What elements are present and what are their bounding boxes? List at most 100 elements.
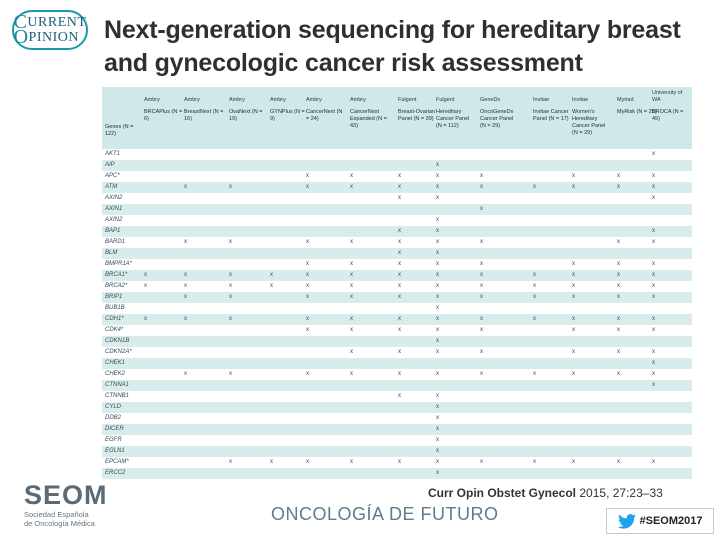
table-row: CDKN2A* x x x x x x x <box>102 347 692 358</box>
inclusion-mark: x <box>144 272 147 278</box>
gene-name: ATM <box>105 184 118 190</box>
inclusion-mark: x <box>436 371 439 377</box>
inclusion-mark: x <box>652 294 655 300</box>
gene-name: AXIN1 <box>105 206 123 212</box>
inclusion-mark: x <box>350 349 353 355</box>
company-header: Ambry <box>306 97 322 103</box>
panel-header: CancerNext (N = 24) <box>306 109 343 122</box>
inclusion-mark: x <box>652 184 655 190</box>
inclusion-mark: x <box>652 459 655 465</box>
inclusion-mark: x <box>270 272 273 278</box>
inclusion-mark: x <box>306 261 309 267</box>
inclusion-mark: x <box>184 316 187 322</box>
gene-name: DDB2 <box>105 415 122 421</box>
table-row: BARD1 x x x x x x x x x <box>102 237 692 248</box>
table-row: BLM x x <box>102 248 692 259</box>
inclusion-mark: x <box>350 316 353 322</box>
table-row: DICER x <box>102 424 692 435</box>
current-opinion-logo: CURRENT OPINION <box>12 10 88 50</box>
gene-name: AXIN2 <box>105 217 123 223</box>
gene-name: BRIP1 <box>105 294 123 300</box>
inclusion-mark: x <box>306 316 309 322</box>
inclusion-mark: x <box>398 261 401 267</box>
slide-title: Next-generation sequencing for hereditar… <box>104 16 681 77</box>
inclusion-mark: x <box>480 239 483 245</box>
inclusion-mark: x <box>398 316 401 322</box>
table-row: APC* x x x x x x x x <box>102 171 692 182</box>
gene-name: BRCA2* <box>105 283 128 289</box>
inclusion-mark: x <box>480 459 483 465</box>
inclusion-mark: x <box>436 316 439 322</box>
table-row: CTNNB1 x x <box>102 391 692 402</box>
panel-header: OvaNext (N = 19) <box>229 109 263 122</box>
company-header: Myriad <box>617 97 634 103</box>
gene-name: AIP <box>105 162 115 168</box>
inclusion-mark: x <box>533 184 536 190</box>
inclusion-mark: x <box>270 283 273 289</box>
table-row: CHEK2 x x x x x x x x x x x <box>102 369 692 380</box>
gene-name: AXIN2 <box>105 195 123 201</box>
inclusion-mark: x <box>350 184 353 190</box>
inclusion-mark: x <box>144 316 147 322</box>
inclusion-mark: x <box>617 272 620 278</box>
table-row: AKT1 x <box>102 149 692 160</box>
inclusion-mark: x <box>652 382 655 388</box>
gene-name: BMPR1A* <box>105 261 133 267</box>
table-row: BUB1B x <box>102 303 692 314</box>
inclusion-mark: x <box>306 283 309 289</box>
inclusion-mark: x <box>306 371 309 377</box>
table-row: EGLN1 x <box>102 446 692 457</box>
inclusion-mark: x <box>533 294 536 300</box>
inclusion-mark: x <box>398 239 401 245</box>
inclusion-mark: x <box>436 305 439 311</box>
inclusion-mark: x <box>652 283 655 289</box>
inclusion-mark: x <box>398 349 401 355</box>
citation: Curr Opin Obstet Gynecol 2015, 27:23–33 <box>428 486 663 500</box>
inclusion-mark: x <box>436 283 439 289</box>
inclusion-mark: x <box>533 283 536 289</box>
table-row: CHEK1 x <box>102 358 692 369</box>
table-row: CYLD x <box>102 402 692 413</box>
inclusion-mark: x <box>436 327 439 333</box>
inclusion-mark: x <box>436 448 439 454</box>
table-row: AXIN1 x <box>102 204 692 215</box>
inclusion-mark: x <box>398 327 401 333</box>
inclusion-mark: x <box>480 327 483 333</box>
inclusion-mark: x <box>350 327 353 333</box>
inclusion-mark: x <box>652 239 655 245</box>
table-header: Ambry Ambry Ambry Ambry Ambry Ambry Fulgent Ful… <box>102 87 692 149</box>
inclusion-mark: x <box>144 283 147 289</box>
inclusion-mark: x <box>652 151 655 157</box>
inclusion-mark: x <box>436 470 439 476</box>
seom-logo: SEOM Sociedad Española de Oncología Médi… <box>24 480 108 528</box>
inclusion-mark: x <box>436 228 439 234</box>
panel-header: GYNPlus (N = 9) <box>270 109 305 122</box>
inclusion-mark: x <box>533 459 536 465</box>
gene-name: CDK4* <box>105 327 124 333</box>
table-row: BRIP1 x x x x x x x x x x x <box>102 292 692 303</box>
inclusion-mark: x <box>436 162 439 168</box>
inclusion-mark: x <box>398 459 401 465</box>
inclusion-mark: x <box>533 316 536 322</box>
gene-name: BARD1 <box>105 239 126 245</box>
company-header: Ambry <box>229 97 245 103</box>
inclusion-mark: x <box>572 459 575 465</box>
inclusion-mark: x <box>350 272 353 278</box>
table-row: DDB2 x <box>102 413 692 424</box>
inclusion-mark: x <box>436 184 439 190</box>
table-row: BRCA2* x x x x x x x x x x x x x <box>102 281 692 292</box>
gene-name: BRCA1* <box>105 272 128 278</box>
gene-name: CHEK1 <box>105 360 126 366</box>
gene-name: CTNNB1 <box>105 393 130 399</box>
panel-header: BROCA (N = 49) <box>652 109 684 122</box>
inclusion-mark: x <box>436 437 439 443</box>
inclusion-mark: x <box>652 228 655 234</box>
table-row: ERCC2 x <box>102 468 692 479</box>
table-row: BAP1 x x x <box>102 226 692 237</box>
inclusion-mark: x <box>229 371 232 377</box>
inclusion-mark: x <box>572 272 575 278</box>
twitter-hashtag[interactable]: #SEOM2017 <box>606 508 714 534</box>
inclusion-mark: x <box>572 283 575 289</box>
table-row: AXIN2 x <box>102 215 692 226</box>
inclusion-mark: x <box>306 184 309 190</box>
